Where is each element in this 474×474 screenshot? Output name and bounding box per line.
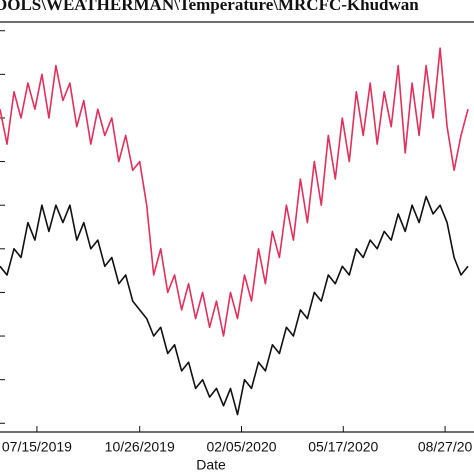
x-tick-label: 08/27/20 bbox=[418, 439, 473, 455]
x-tick-label: 05/17/2020 bbox=[308, 439, 378, 455]
series-line bbox=[0, 47, 469, 337]
x-axis-label: Date bbox=[196, 457, 226, 473]
chart-title: OOLS\WEATHERMAN\Temperature\MRCFC-Khudwa… bbox=[0, 0, 419, 14]
x-tick-label: 02/05/2020 bbox=[206, 439, 276, 455]
x-tick-label: 07/15/2019 bbox=[2, 439, 72, 455]
series-line bbox=[0, 195, 469, 416]
x-tick-label: 10/26/2019 bbox=[105, 439, 175, 455]
plot-frame bbox=[0, 21, 474, 433]
